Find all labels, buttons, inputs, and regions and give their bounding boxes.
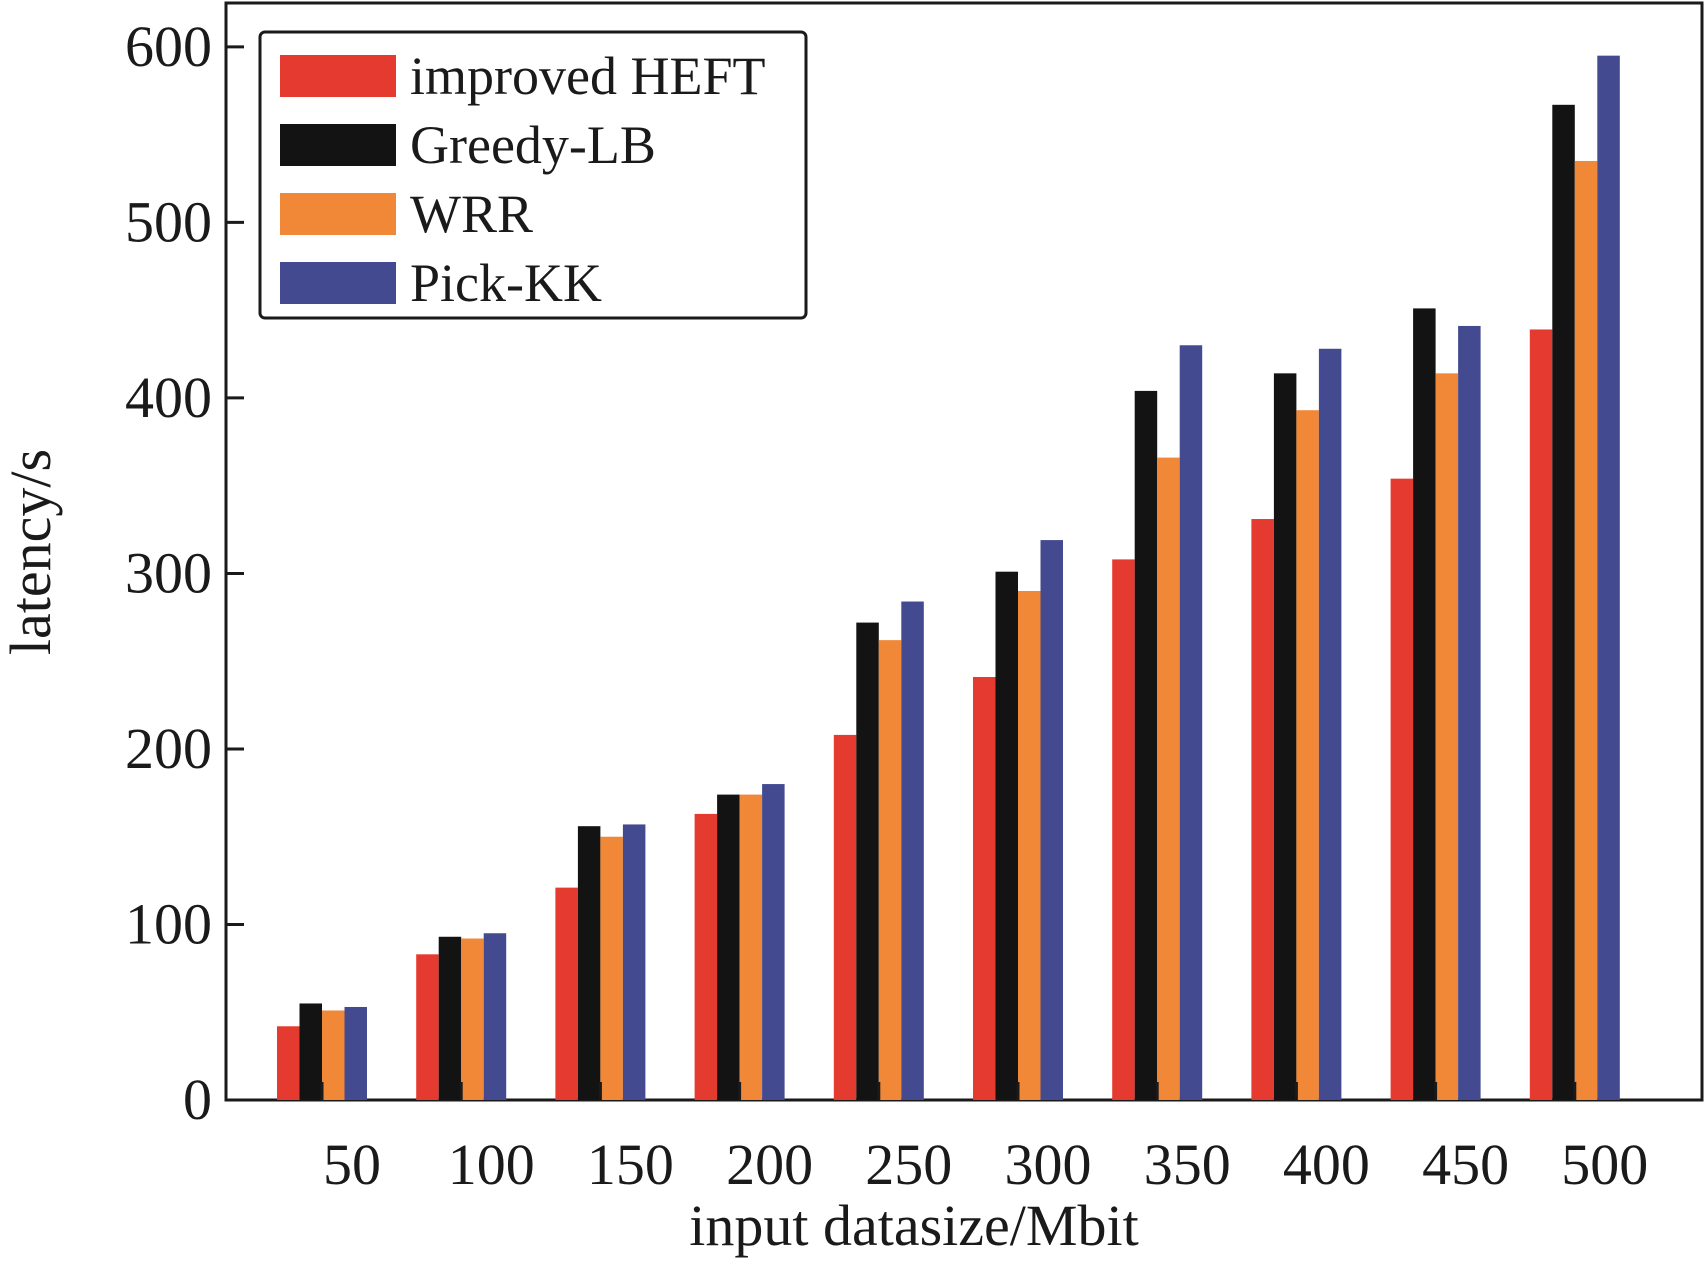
legend-label: Greedy-LB <box>410 115 656 175</box>
y-tick-label: 500 <box>125 189 212 254</box>
x-tick-label: 250 <box>865 1132 952 1197</box>
bar-improved-heft-100 <box>416 954 439 1100</box>
bar-pick-kk-500 <box>1597 55 1620 1100</box>
x-tick-label: 450 <box>1422 1132 1509 1197</box>
bar-greedy-lb-450 <box>1413 308 1436 1100</box>
bar-pick-kk-200 <box>762 784 785 1100</box>
bar-pick-kk-400 <box>1318 348 1342 1100</box>
legend-swatch <box>280 124 396 166</box>
bar-improved-heft-350 <box>1112 559 1135 1100</box>
x-tick-label: 400 <box>1283 1132 1370 1197</box>
x-tick-label: 150 <box>587 1132 674 1197</box>
x-tick-label: 500 <box>1561 1132 1648 1197</box>
legend-swatch <box>280 193 396 235</box>
y-tick-label: 400 <box>125 365 212 430</box>
bar-improved-heft-450 <box>1390 478 1414 1101</box>
bar-greedy-lb-100 <box>438 936 462 1100</box>
bar-wrr-150 <box>600 836 623 1100</box>
bar-wrr-200 <box>739 794 763 1100</box>
legend-label: WRR <box>410 184 533 244</box>
bar-greedy-lb-300 <box>995 571 1018 1100</box>
bar-improved-heft-200 <box>694 813 718 1100</box>
bar-wrr-500 <box>1574 160 1598 1100</box>
x-tick-label: 350 <box>1144 1132 1231 1197</box>
x-tick-label: 100 <box>448 1132 535 1197</box>
y-tick-label: 200 <box>125 716 212 781</box>
legend-swatch <box>280 55 396 97</box>
bar-wrr-300 <box>1018 590 1041 1100</box>
bar-greedy-lb-350 <box>1134 390 1158 1101</box>
y-axis-label: latency/s <box>0 449 63 655</box>
bar-pick-kk-150 <box>622 824 646 1100</box>
bar-wrr-50 <box>322 1010 345 1100</box>
bar-improved-heft-50 <box>277 1026 300 1100</box>
bar-greedy-lb-150 <box>577 826 601 1100</box>
plot-frame <box>224 1 1704 1102</box>
bar-greedy-lb-200 <box>717 794 740 1100</box>
bar-improved-heft-250 <box>833 734 857 1100</box>
bar-improved-heft-300 <box>973 676 996 1100</box>
bar-pick-kk-50 <box>344 1006 367 1100</box>
legend <box>258 30 808 320</box>
legend-swatch <box>280 262 396 304</box>
bar-pick-kk-250 <box>901 601 924 1100</box>
bar-greedy-lb-250 <box>856 622 879 1100</box>
y-tick-label: 300 <box>125 540 212 605</box>
y-tick-label: 600 <box>125 14 212 79</box>
y-tick-label: 100 <box>125 891 212 956</box>
legend-label: Pick-KK <box>410 253 602 313</box>
bar-wrr-250 <box>878 640 902 1100</box>
bar-pick-kk-300 <box>1040 540 1063 1100</box>
x-tick-label: 300 <box>1005 1132 1092 1197</box>
legend-label: improved HEFT <box>410 46 765 106</box>
bar-pick-kk-100 <box>483 933 507 1100</box>
bar-wrr-350 <box>1157 457 1180 1100</box>
bar-wrr-450 <box>1435 373 1459 1101</box>
bar-pick-kk-450 <box>1458 325 1481 1100</box>
bar-improved-heft-400 <box>1251 519 1274 1100</box>
bar-improved-heft-150 <box>555 887 578 1100</box>
y-tick-label: 0 <box>183 1067 212 1132</box>
x-tick-label: 50 <box>323 1132 381 1197</box>
bar-greedy-lb-500 <box>1552 104 1575 1101</box>
bar-greedy-lb-400 <box>1273 373 1297 1101</box>
x-tick-label: 200 <box>726 1132 813 1197</box>
bar-wrr-100 <box>461 938 484 1100</box>
bar-pick-kk-350 <box>1179 345 1203 1100</box>
x-axis-label: input datasize/Mbit <box>689 1193 1138 1258</box>
bar-improved-heft-500 <box>1529 329 1553 1101</box>
bar-greedy-lb-50 <box>299 1003 322 1100</box>
bar-wrr-400 <box>1296 410 1319 1100</box>
